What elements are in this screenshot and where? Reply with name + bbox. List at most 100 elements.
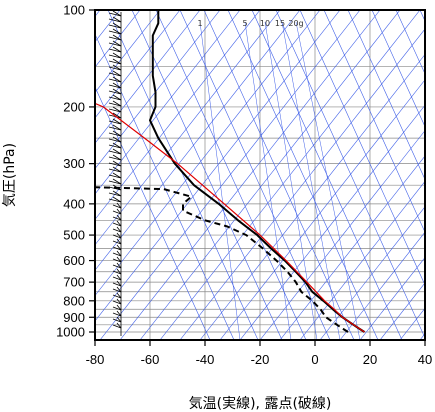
wind-barb (108, 28, 122, 35)
profile-lines (95, 10, 366, 333)
wind-barb (112, 244, 122, 251)
wind-barb (108, 124, 122, 131)
skewed-isotherm (299, 180, 425, 340)
skewed-isotherm (239, 104, 425, 340)
wind-barb (112, 280, 122, 287)
wind-barb (108, 46, 122, 53)
wind-barb (108, 82, 122, 89)
wind-barb (108, 172, 122, 179)
y-tick-label: 700 (63, 275, 85, 290)
dry-adiabat (95, 33, 235, 340)
skewed-isotherm (319, 206, 425, 340)
x-tick-label: 20 (363, 352, 377, 367)
dry-adiabat (179, 10, 331, 340)
wind-barb (112, 226, 122, 233)
y-tick-label: 400 (63, 196, 85, 211)
wind-barb (108, 136, 122, 143)
wind-barb (112, 250, 122, 257)
wind-barb (112, 262, 122, 269)
wind-barb (112, 322, 122, 329)
wind-barb (112, 292, 122, 299)
wind-barb (112, 232, 122, 239)
dry-adiabat (299, 10, 425, 286)
y-tick-label: 100 (63, 3, 85, 18)
y-tick-label: 1000 (56, 325, 85, 340)
dry-adiabat (95, 86, 211, 340)
skewed-isotherm (379, 282, 425, 340)
skewed-isotherm (219, 79, 425, 340)
mixing-ratio-line (281, 21, 341, 340)
skewed-isotherm (279, 155, 425, 340)
dry-adiabat (347, 10, 425, 181)
wind-barb (108, 34, 122, 41)
dewpoint-curve (95, 186, 349, 333)
mixing-ratio-label: 5 (242, 19, 247, 28)
dry-adiabat (371, 10, 425, 128)
wind-barb (108, 40, 122, 47)
dry-adiabat (107, 10, 259, 340)
wind-barb (108, 100, 122, 107)
wind-barb (112, 220, 122, 227)
y-tick-label: 900 (63, 310, 85, 325)
dry-adiabat (131, 10, 283, 340)
mixing-ratio-label: 15 (275, 19, 285, 28)
wind-barb (108, 166, 122, 173)
dry-adiabat (203, 10, 355, 340)
y-tick-label: 500 (63, 228, 85, 243)
skewed-isotherm (95, 10, 141, 68)
skewed-isotherm (339, 231, 425, 340)
dry-adiabat (227, 10, 379, 340)
mixing-ratio-label: 1 (197, 19, 202, 28)
wind-barb (112, 202, 122, 209)
skewed-isotherm (139, 10, 401, 340)
x-tick-label: -40 (196, 352, 215, 367)
skewed-isotherm (359, 257, 425, 340)
wind-barb (108, 58, 122, 65)
x-tick-label: -60 (141, 352, 160, 367)
y-tick-label: 600 (63, 253, 85, 268)
wind-barb (108, 190, 122, 197)
wind-barb (108, 64, 122, 71)
mixing-ratio-line (295, 21, 361, 340)
wind-barb (108, 52, 122, 59)
dry-adiabat (323, 10, 425, 233)
dry-adiabat (419, 10, 425, 22)
mixing-ratio-line (199, 21, 241, 340)
skewed-isotherm (419, 333, 425, 340)
wind-barb (108, 22, 122, 29)
chart-grid (94, 9, 426, 340)
skewed-isotherm (95, 10, 201, 144)
wind-barb (112, 298, 122, 305)
skewed-isotherm (199, 53, 425, 340)
wind-barb (108, 196, 122, 203)
y-tick-label: 200 (63, 99, 85, 114)
skewed-isotherm (95, 10, 181, 119)
wind-barb (112, 304, 122, 311)
mixing-ratio-line (264, 21, 318, 340)
wind-barb (112, 310, 122, 317)
wind-barb (108, 106, 122, 113)
wind-barb (108, 178, 122, 185)
wind-barb (108, 70, 122, 77)
skewed-isotherm (95, 10, 281, 246)
dry-adiabat (395, 10, 425, 75)
x-tick-label: -20 (251, 352, 270, 367)
wind-barb (108, 130, 122, 137)
x-tick-label: -80 (86, 352, 105, 367)
wind-barb (108, 94, 122, 101)
wind-barb (108, 88, 122, 95)
mixing-ratio-labels: 1 5 10 15 20g (197, 19, 303, 28)
skewed-isotherm (119, 10, 381, 340)
skewed-isotherm (95, 10, 341, 322)
wind-barb (108, 142, 122, 149)
wind-barb (108, 118, 122, 125)
wind-barb (112, 214, 122, 221)
skewed-isotherm (399, 307, 425, 340)
wind-barb (108, 10, 122, 17)
wind-barb (112, 286, 122, 293)
mixing-ratio-label: 20g (288, 19, 303, 28)
dry-adiabat (155, 10, 307, 340)
y-axis-title: 気圧(hPa) (2, 143, 18, 207)
